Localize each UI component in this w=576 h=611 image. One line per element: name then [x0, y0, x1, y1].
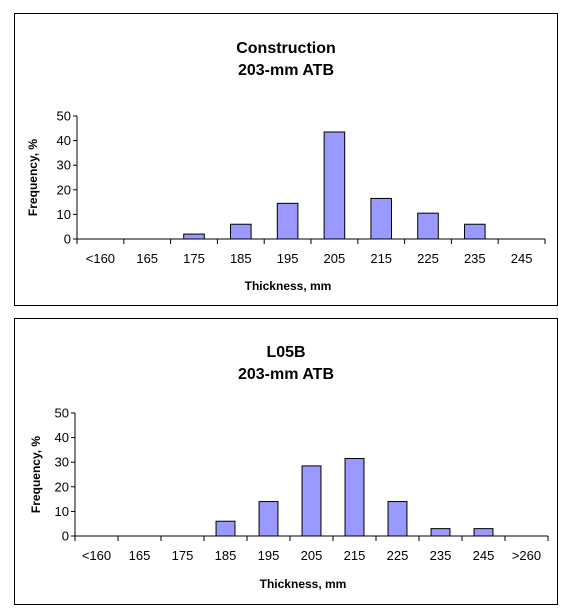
- bar: [417, 212, 439, 240]
- bar: [215, 520, 236, 537]
- x-axis-label: Thickness, mm: [260, 577, 347, 591]
- bar: [370, 197, 392, 240]
- x-tick-label: >260: [512, 548, 541, 563]
- y-tick-label: 0: [62, 529, 69, 544]
- x-tick-label: 215: [344, 548, 366, 563]
- x-tick-label: <160: [82, 548, 111, 563]
- bar: [258, 501, 279, 537]
- y-tick-label: 10: [57, 207, 71, 222]
- chart-panel-l05b: L05B 203-mm ATB 0 10 20 30 40 50 <160 165 175 185…: [14, 318, 558, 605]
- x-tick-label: <160: [86, 251, 115, 266]
- chart-panel-construction: Construction 203-mm ATB 0 10 20 30 40 50 <160 1…: [14, 13, 558, 306]
- y-tick-label: 30: [55, 455, 69, 470]
- x-tick-label: 195: [258, 548, 280, 563]
- x-tick-label: 185: [215, 548, 237, 563]
- y-axis-label: Frequency, %: [26, 139, 40, 216]
- y-tick-label: 20: [57, 182, 71, 197]
- x-axis-label: Thickness, mm: [245, 279, 332, 293]
- x-tick-label: 225: [387, 548, 409, 563]
- x-tick-label: 225: [417, 251, 439, 266]
- x-tick-label: 235: [464, 251, 486, 266]
- x-tick-label: 195: [277, 251, 299, 266]
- x-tick-label: 245: [511, 251, 533, 266]
- y-tick-label: 30: [57, 158, 71, 173]
- bar: [183, 233, 205, 240]
- y-tick-label: 0: [64, 232, 71, 247]
- y-tick-label: 20: [55, 479, 69, 494]
- chart-title: L05B: [266, 344, 306, 361]
- y-tick-label: 40: [57, 133, 71, 148]
- chart-l05b: 0 10 20 30 40 50 <160 165 175 185 195 205 215 225 235 2…: [29, 406, 549, 591]
- y-tick-label: 40: [55, 430, 69, 445]
- y-axis-label: Frequency, %: [29, 436, 43, 513]
- chart-construction: 0 10 20 30 40 50 <160 165 175 185 195 205 215 225 235 2…: [26, 109, 546, 293]
- y-tick-label: 50: [57, 109, 71, 124]
- x-tick-label: 245: [473, 548, 495, 563]
- bar: [230, 223, 252, 240]
- x-tick-label: 235: [430, 548, 452, 563]
- chart-title: Construction: [236, 40, 336, 57]
- x-tick-label: 205: [324, 251, 346, 266]
- bar: [473, 528, 494, 537]
- y-tick-label: 50: [55, 406, 69, 421]
- chart-subtitle: 203-mm ATB: [237, 366, 335, 383]
- bar: [430, 528, 451, 537]
- x-tick-label: 215: [370, 251, 392, 266]
- y-tick-label: 10: [55, 504, 69, 519]
- x-tick-label: 175: [183, 251, 205, 266]
- bar: [323, 131, 346, 240]
- chart-subtitle: 203-mm ATB: [237, 62, 335, 79]
- x-tick-label: 165: [136, 251, 158, 266]
- x-tick-label: 175: [172, 548, 194, 563]
- bar: [344, 458, 365, 537]
- bar: [301, 465, 322, 537]
- bar: [387, 501, 408, 537]
- x-tick-label: 165: [129, 548, 151, 563]
- x-tick-label: 205: [301, 548, 323, 563]
- x-tick-label: 185: [230, 251, 252, 266]
- bar: [464, 223, 486, 240]
- bar: [276, 202, 299, 240]
